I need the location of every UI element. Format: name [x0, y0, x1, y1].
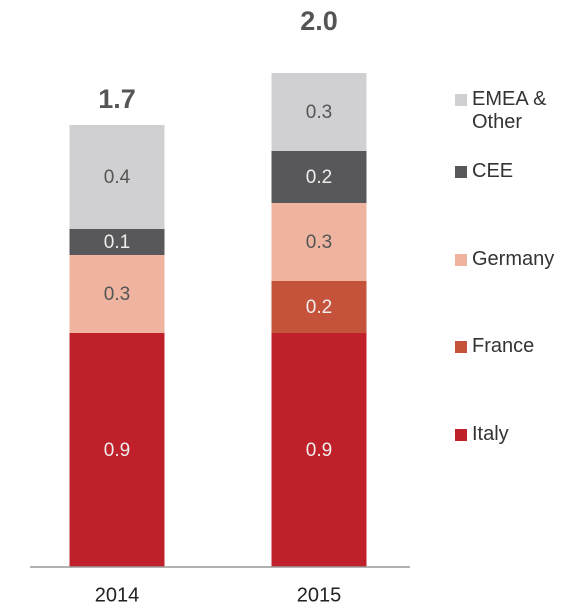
data-label: 0.1 — [104, 232, 130, 253]
data-label: 0.9 — [306, 440, 332, 461]
bar-segment — [69, 125, 165, 229]
legend-swatch — [455, 94, 467, 106]
data-label: 0.4 — [104, 167, 131, 188]
legend-label: France — [472, 335, 535, 357]
total-label: 1.7 — [98, 84, 136, 114]
legend-swatch — [455, 166, 467, 178]
data-label: 0.3 — [104, 284, 130, 305]
bar-segment — [271, 151, 367, 203]
data-label: 0.3 — [306, 102, 332, 123]
bar-segment — [69, 229, 165, 255]
legend-label: EMEA & Other — [472, 88, 547, 133]
legend-item: France — [455, 335, 534, 358]
data-label: 0.3 — [306, 232, 332, 253]
x-tick-label: 2015 — [297, 584, 342, 606]
total-label: 2.0 — [300, 6, 338, 36]
legend-label: Italy — [472, 423, 509, 445]
legend-label: CEE — [472, 160, 514, 182]
x-tick-label: 2014 — [95, 584, 140, 606]
legend-label: Germany — [472, 248, 555, 270]
legend-item: EMEA & Other — [455, 88, 552, 134]
legend-item: CEE — [455, 160, 513, 183]
legend-swatch — [455, 341, 467, 353]
bar-segment — [271, 281, 367, 333]
legend-item: Italy — [455, 423, 509, 446]
legend-item: Germany — [455, 248, 554, 271]
bar-segment — [69, 333, 165, 567]
legend-swatch — [455, 254, 467, 266]
data-label: 0.2 — [306, 297, 332, 318]
data-label: 0.2 — [306, 167, 332, 188]
bar-segment — [271, 73, 367, 151]
data-label: 0.9 — [104, 440, 130, 461]
bar-segment — [271, 203, 367, 281]
legend-swatch — [455, 429, 467, 441]
bar-segment — [271, 333, 367, 567]
bar-segment — [69, 255, 165, 333]
